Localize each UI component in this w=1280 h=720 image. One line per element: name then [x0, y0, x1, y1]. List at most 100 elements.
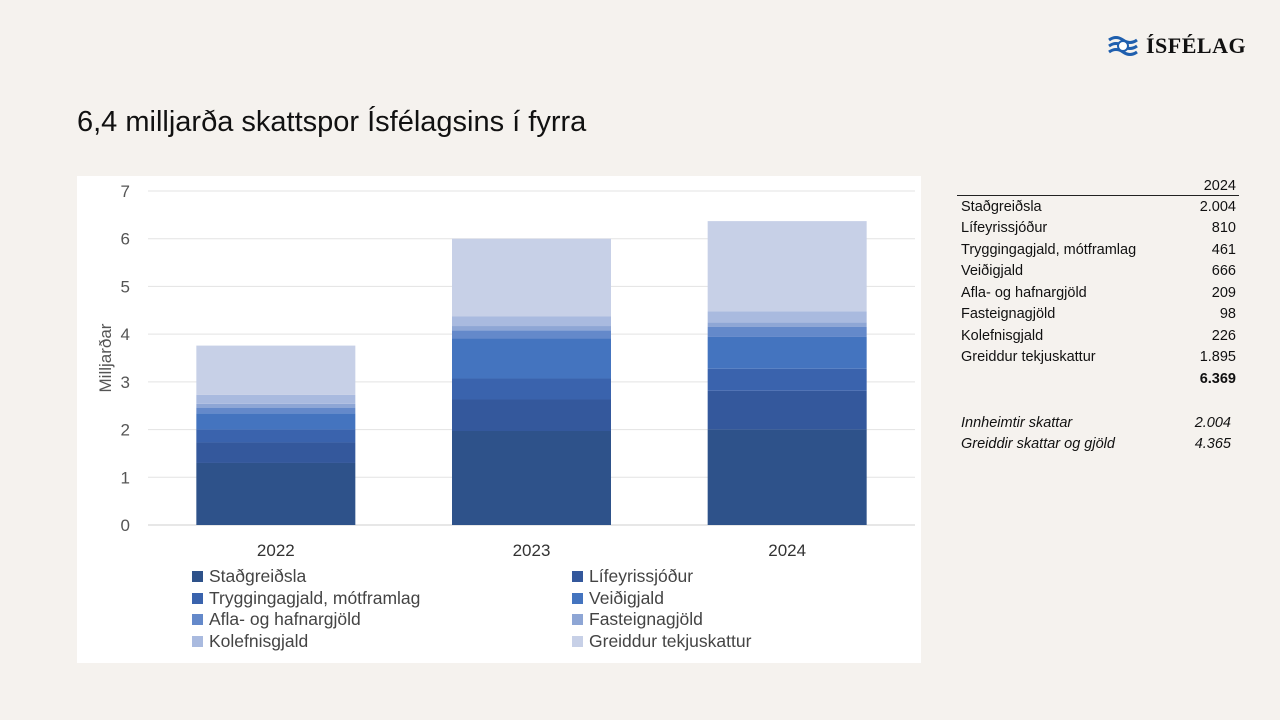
legend-swatch: [572, 571, 583, 583]
bar-segment: [707, 368, 867, 391]
y-tick-label: 3: [121, 373, 130, 392]
legend-swatch: [192, 592, 203, 604]
slide-title: 6,4 milljarða skattspor Ísfélagsins í fy…: [77, 106, 587, 138]
table-row-label: Lífeyrissjóður: [961, 220, 1048, 237]
table-row: Tryggingagjald, mótframlag 461: [957, 239, 1239, 261]
y-tick-label: 6: [121, 230, 130, 249]
legend-swatch: [192, 571, 203, 583]
legend-label: Kolefnisgjald: [209, 630, 309, 651]
table-row-label: Staðgreiðsla: [961, 198, 1042, 215]
tax-summary: Innheimtir skattar 2.004 Greiddir skattar …: [961, 412, 1235, 455]
y-axis-label: Milljarðar: [96, 323, 115, 392]
stacked-bar-chart: 0 1 2 3 4 5 6 7 Milljarðar 2022 2023 2024: [96, 182, 915, 560]
bar-segment: [196, 462, 356, 525]
legend-label: Staðgreiðsla: [209, 566, 307, 587]
legend-label: Fasteignagjöld: [589, 609, 703, 630]
x-tick-label: 2024: [768, 541, 806, 560]
table-row-label: Veiðigjald: [961, 263, 1024, 280]
bar-segment: [196, 394, 356, 404]
legend-label: Greiddur tekjuskattur: [589, 630, 752, 651]
chart-panel: 0 1 2 3 4 5 6 7 Milljarðar 2022 2023 2024 Staðgreið…: [77, 176, 921, 663]
legend-label: Tryggingagjald, mótframlag: [209, 587, 421, 608]
table-row-value: 810: [1211, 220, 1236, 237]
bar-segment: [452, 316, 611, 327]
table-total-value: 6.369: [1199, 370, 1236, 387]
bar-segment: [452, 338, 611, 379]
legend-swatch: [572, 592, 583, 604]
bar-segment: [707, 429, 867, 525]
bar-segment: [196, 442, 356, 463]
bar-segment: [196, 429, 356, 443]
legend-item: Staðgreiðsla: [192, 566, 572, 588]
table-row: Greiddur tekjuskattur 1.895: [957, 347, 1239, 369]
bar-segment: [707, 336, 867, 369]
legend-swatch: [192, 614, 203, 626]
y-tick-label: 7: [121, 182, 130, 201]
legend-swatch: [572, 614, 583, 626]
bar-segment: [707, 311, 867, 323]
table-row-label: Afla- og hafnargjöld: [961, 284, 1087, 301]
legend-swatch: [572, 635, 583, 647]
summary-label: Innheimtir skattar: [961, 414, 1073, 431]
logo-emblem-icon: [1108, 36, 1138, 56]
y-tick-label: 0: [121, 516, 130, 535]
table-row: Veiðigjald 666: [957, 261, 1239, 283]
table-row-value: 98: [1219, 306, 1236, 323]
tax-table: 2024 Staðgreiðsla 2.004 Lífeyrissjóður 810 T…: [957, 178, 1239, 390]
bar-segment: [707, 390, 867, 430]
table-year-header: 2024: [1188, 178, 1239, 196]
table-row: Kolefnisgjald 226: [957, 325, 1239, 347]
bar-segment: [196, 345, 356, 395]
summary-row: Innheimtir skattar 2.004: [961, 412, 1235, 434]
legend-item: Kolefnisgjald: [192, 631, 572, 653]
table-row-value: 1.895: [1199, 349, 1236, 366]
table-total-row: 6.369: [957, 368, 1239, 390]
bar-segment: [196, 413, 356, 430]
summary-label: Greiddir skattar og gjöld: [961, 436, 1115, 453]
y-tick-label: 1: [121, 468, 130, 487]
summary-value: 2.004: [1194, 414, 1231, 431]
y-tick-label: 2: [121, 421, 130, 440]
company-logo: ÍSFÉLAG: [1106, 33, 1246, 59]
table-row: Lífeyrissjóður 810: [957, 218, 1239, 240]
bar-segment: [452, 330, 611, 339]
table-row-label: Fasteignagjöld: [961, 306, 1056, 323]
legend-item: Tryggingagjald, mótframlag: [192, 588, 572, 610]
legend-label: Lífeyrissjóður: [589, 566, 694, 587]
bar-segment: [452, 399, 611, 432]
table-header-row: 2024: [957, 178, 1239, 196]
legend-swatch: [192, 635, 203, 647]
logo-text: ÍSFÉLAG: [1146, 33, 1247, 58]
bar-segment: [707, 221, 867, 312]
summary-value: 4.365: [1194, 436, 1231, 453]
table-row-label: Tryggingagjald, mótframlag: [961, 241, 1137, 258]
y-tick-label: 5: [121, 277, 130, 296]
bar-segment: [452, 326, 611, 331]
table-row-value: 209: [1211, 284, 1236, 301]
table-row-value: 461: [1211, 241, 1236, 258]
summary-row: Greiddir skattar og gjöld 4.365: [961, 434, 1235, 456]
table-row: Staðgreiðsla 2.004: [957, 196, 1239, 218]
table-row-label: Greiddur tekjuskattur: [961, 349, 1096, 366]
bar-segment: [196, 403, 356, 408]
bar-segment: [707, 326, 867, 337]
table-row-label: Kolefnisgjald: [961, 327, 1044, 344]
bar-segment: [452, 378, 611, 400]
bar-segment: [452, 431, 611, 525]
legend-item: Afla- og hafnargjöld: [192, 609, 572, 631]
x-tick-label: 2022: [257, 541, 295, 560]
x-tick-label: 2023: [513, 541, 551, 560]
table-row-value: 226: [1211, 327, 1236, 344]
table-row: Afla- og hafnargjöld 209: [957, 282, 1239, 304]
legend-item: Fasteignagjöld: [572, 609, 912, 631]
legend-item: Veiðigjald: [572, 588, 912, 610]
bar-segment: [452, 238, 611, 317]
bar-segment: [707, 322, 867, 327]
chart-legend: Staðgreiðsla Lífeyrissjóður Tryggingagjald…: [192, 566, 912, 652]
table-label-header: [957, 178, 1189, 196]
bar-segment: [196, 407, 356, 414]
legend-item: Greiddur tekjuskattur: [572, 631, 912, 653]
legend-label: Afla- og hafnargjöld: [209, 609, 361, 630]
legend-item: Lífeyrissjóður: [572, 566, 912, 588]
y-tick-label: 4: [121, 325, 130, 344]
